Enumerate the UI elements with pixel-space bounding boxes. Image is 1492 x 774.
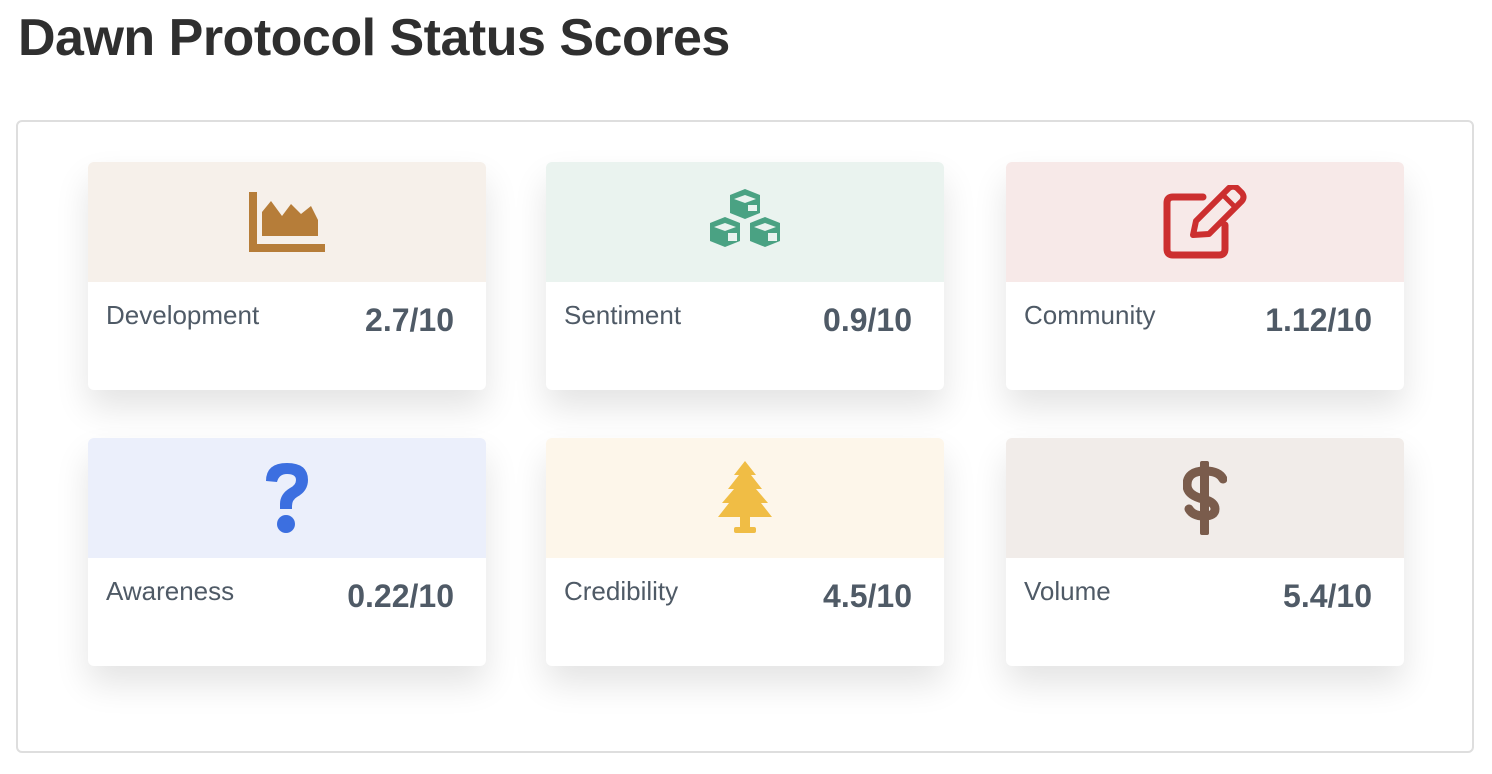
card-body: Sentiment 0.9/10 (546, 282, 944, 390)
score-card-volume: Volume 5.4/10 (1006, 438, 1404, 666)
score-value: 5.4/10 (1283, 578, 1372, 614)
score-label: Awareness (106, 576, 235, 606)
cubes-icon (700, 177, 790, 267)
page-title: Dawn Protocol Status Scores (18, 9, 730, 67)
card-body: Development 2.7/10 (88, 282, 486, 390)
score-label: Development (106, 300, 260, 330)
score-label: Credibility (564, 576, 679, 606)
card-body: Awareness 0.22/10 (88, 558, 486, 666)
score-label: Community (1024, 300, 1156, 330)
card-body: Volume 5.4/10 (1006, 558, 1404, 666)
score-card-development: Development 2.7/10 (88, 162, 486, 390)
score-value: 2.7/10 (365, 302, 454, 338)
score-card-community: Community 1.12/10 (1006, 162, 1404, 390)
score-card-credibility: Credibility 4.5/10 (546, 438, 944, 666)
card-header (546, 438, 944, 558)
tree-icon (700, 453, 790, 543)
score-value: 4.5/10 (823, 578, 912, 614)
dollar-icon (1160, 453, 1250, 543)
score-label: Sentiment (564, 300, 682, 330)
score-card-awareness: Awareness 0.22/10 (88, 438, 486, 666)
score-value: 1.12/10 (1265, 302, 1372, 338)
score-value: 0.22/10 (347, 578, 454, 614)
edit-icon (1160, 177, 1250, 267)
card-header (1006, 162, 1404, 282)
card-body: Community 1.12/10 (1006, 282, 1404, 390)
scores-panel: Development 2.7/10 (16, 120, 1474, 753)
score-card-sentiment: Sentiment 0.9/10 (546, 162, 944, 390)
card-header (88, 162, 486, 282)
card-header (546, 162, 944, 282)
card-header (88, 438, 486, 558)
score-value: 0.9/10 (823, 302, 912, 338)
card-body: Credibility 4.5/10 (546, 558, 944, 666)
question-icon (242, 453, 332, 543)
score-label: Volume (1024, 576, 1111, 606)
area-chart-icon (242, 177, 332, 267)
card-header (1006, 438, 1404, 558)
